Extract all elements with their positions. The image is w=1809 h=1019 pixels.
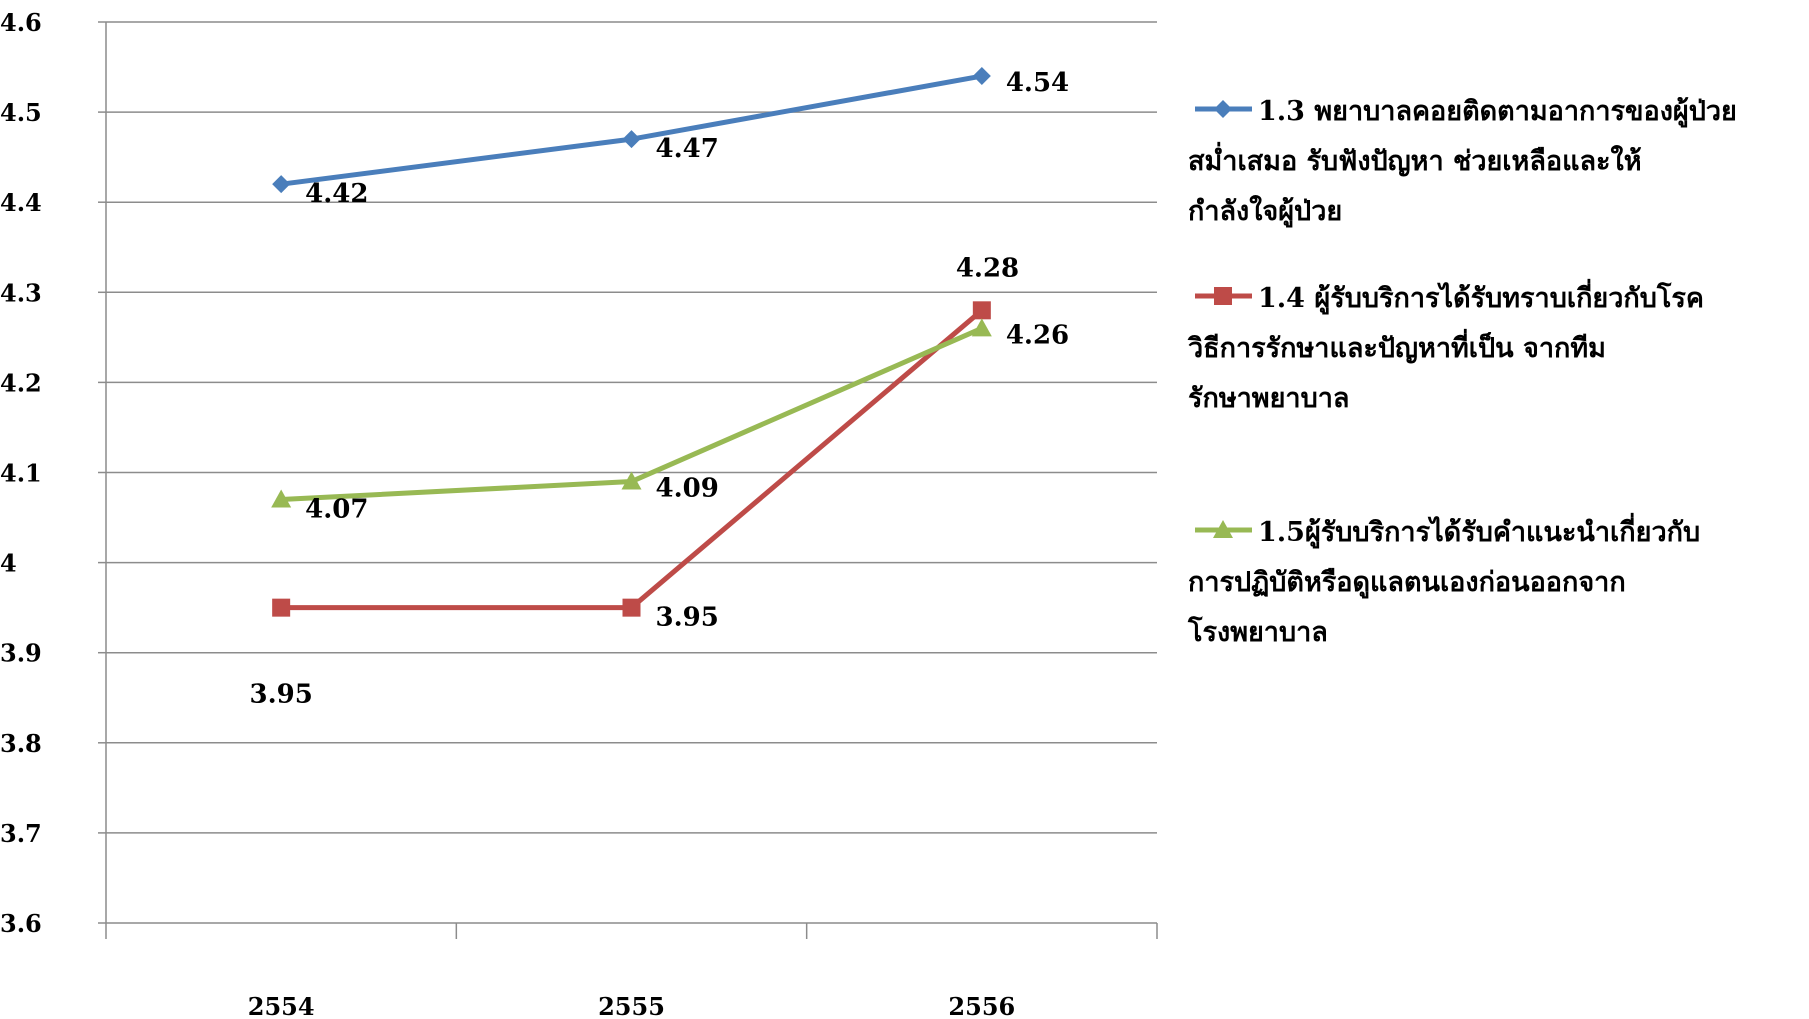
y-tick-label: 3.8 bbox=[0, 729, 42, 758]
y-tick-label: 4.3 bbox=[0, 278, 42, 307]
series bbox=[271, 67, 992, 617]
legend-label: 1.3 พยาบาลคอยติดตามอาการของผู้ป่วย bbox=[1258, 96, 1737, 128]
y-tick-label: 4.2 bbox=[0, 368, 42, 397]
data-label: 4.07 bbox=[305, 495, 368, 525]
legend-label: 1.5ผู้รับบริการได้รับคำแนะนำเกี่ยวกับ bbox=[1258, 512, 1700, 549]
y-tick-label: 4 bbox=[0, 549, 17, 578]
y-tick-label: 4.5 bbox=[0, 98, 42, 127]
y-tick-label: 4.6 bbox=[0, 8, 42, 37]
legend-label: รักษาพยาบาล bbox=[1188, 383, 1349, 414]
legend-label: 1.4 ผู้รับบริการได้รับทราบเกี่ยวกับโรค bbox=[1258, 278, 1704, 315]
x-tick-label: 2555 bbox=[598, 992, 665, 1019]
data-point-triangle bbox=[971, 318, 992, 337]
y-tick-label: 4.1 bbox=[0, 459, 42, 488]
data-point-square bbox=[622, 598, 641, 617]
axes: 4.6 4.5 4.4 4.3 4.2 4.1 4 3.9 3.8 3.7 3.6 2554 2555 2… bbox=[0, 8, 1158, 1019]
y-tick-label: 3.6 bbox=[0, 909, 42, 938]
legend-label: โรงพยาบาล bbox=[1187, 615, 1328, 648]
data-label: 4.47 bbox=[656, 134, 719, 164]
data-point-triangle bbox=[621, 471, 642, 490]
data-point-triangle bbox=[1213, 520, 1233, 538]
data-point-diamond bbox=[622, 130, 641, 149]
y-tick-label: 4.4 bbox=[0, 188, 42, 217]
data-point-diamond bbox=[1214, 100, 1232, 118]
data-point-square bbox=[272, 598, 291, 617]
x-tick-label: 2554 bbox=[248, 992, 315, 1019]
data-label: 4.28 bbox=[956, 253, 1019, 283]
data-point-diamond bbox=[972, 67, 991, 86]
legend-label: กำลังใจผู้ป่วย bbox=[1188, 195, 1342, 228]
data-point-diamond bbox=[272, 175, 291, 194]
data-point-square bbox=[1214, 287, 1232, 305]
data-label: 4.09 bbox=[656, 474, 719, 504]
series-line bbox=[280, 73, 983, 187]
data-labels: 4.42 4.47 4.54 3.95 3.95 4.28 4.07 4.09 4.26 bbox=[250, 68, 1070, 710]
y-tick-label: 3.9 bbox=[0, 639, 42, 668]
data-point-square bbox=[972, 301, 991, 320]
legend: 1.3 พยาบาลคอยติดตามอาการของผู้ป่วยสม่ำเส… bbox=[1187, 96, 1737, 648]
legend-label: การปฏิบัติหรือดูแลตนเองก่อนออกจาก bbox=[1188, 567, 1626, 599]
data-label: 4.42 bbox=[305, 179, 368, 209]
y-tick-label: 3.7 bbox=[0, 819, 42, 848]
data-label: 4.54 bbox=[1006, 68, 1069, 98]
legend-label: สม่ำเสมอ รับฟังปัญหา ช่วยเหลือและให้ bbox=[1188, 141, 1642, 177]
legend-label: วิธีการรักษาและปัญหาที่เป็น จากทีม bbox=[1187, 328, 1606, 364]
data-label: 4.26 bbox=[1006, 320, 1069, 350]
x-tick-label: 2556 bbox=[948, 992, 1015, 1019]
data-point-triangle bbox=[271, 489, 292, 508]
data-label: 3.95 bbox=[250, 680, 313, 710]
data-label: 3.95 bbox=[656, 603, 719, 633]
